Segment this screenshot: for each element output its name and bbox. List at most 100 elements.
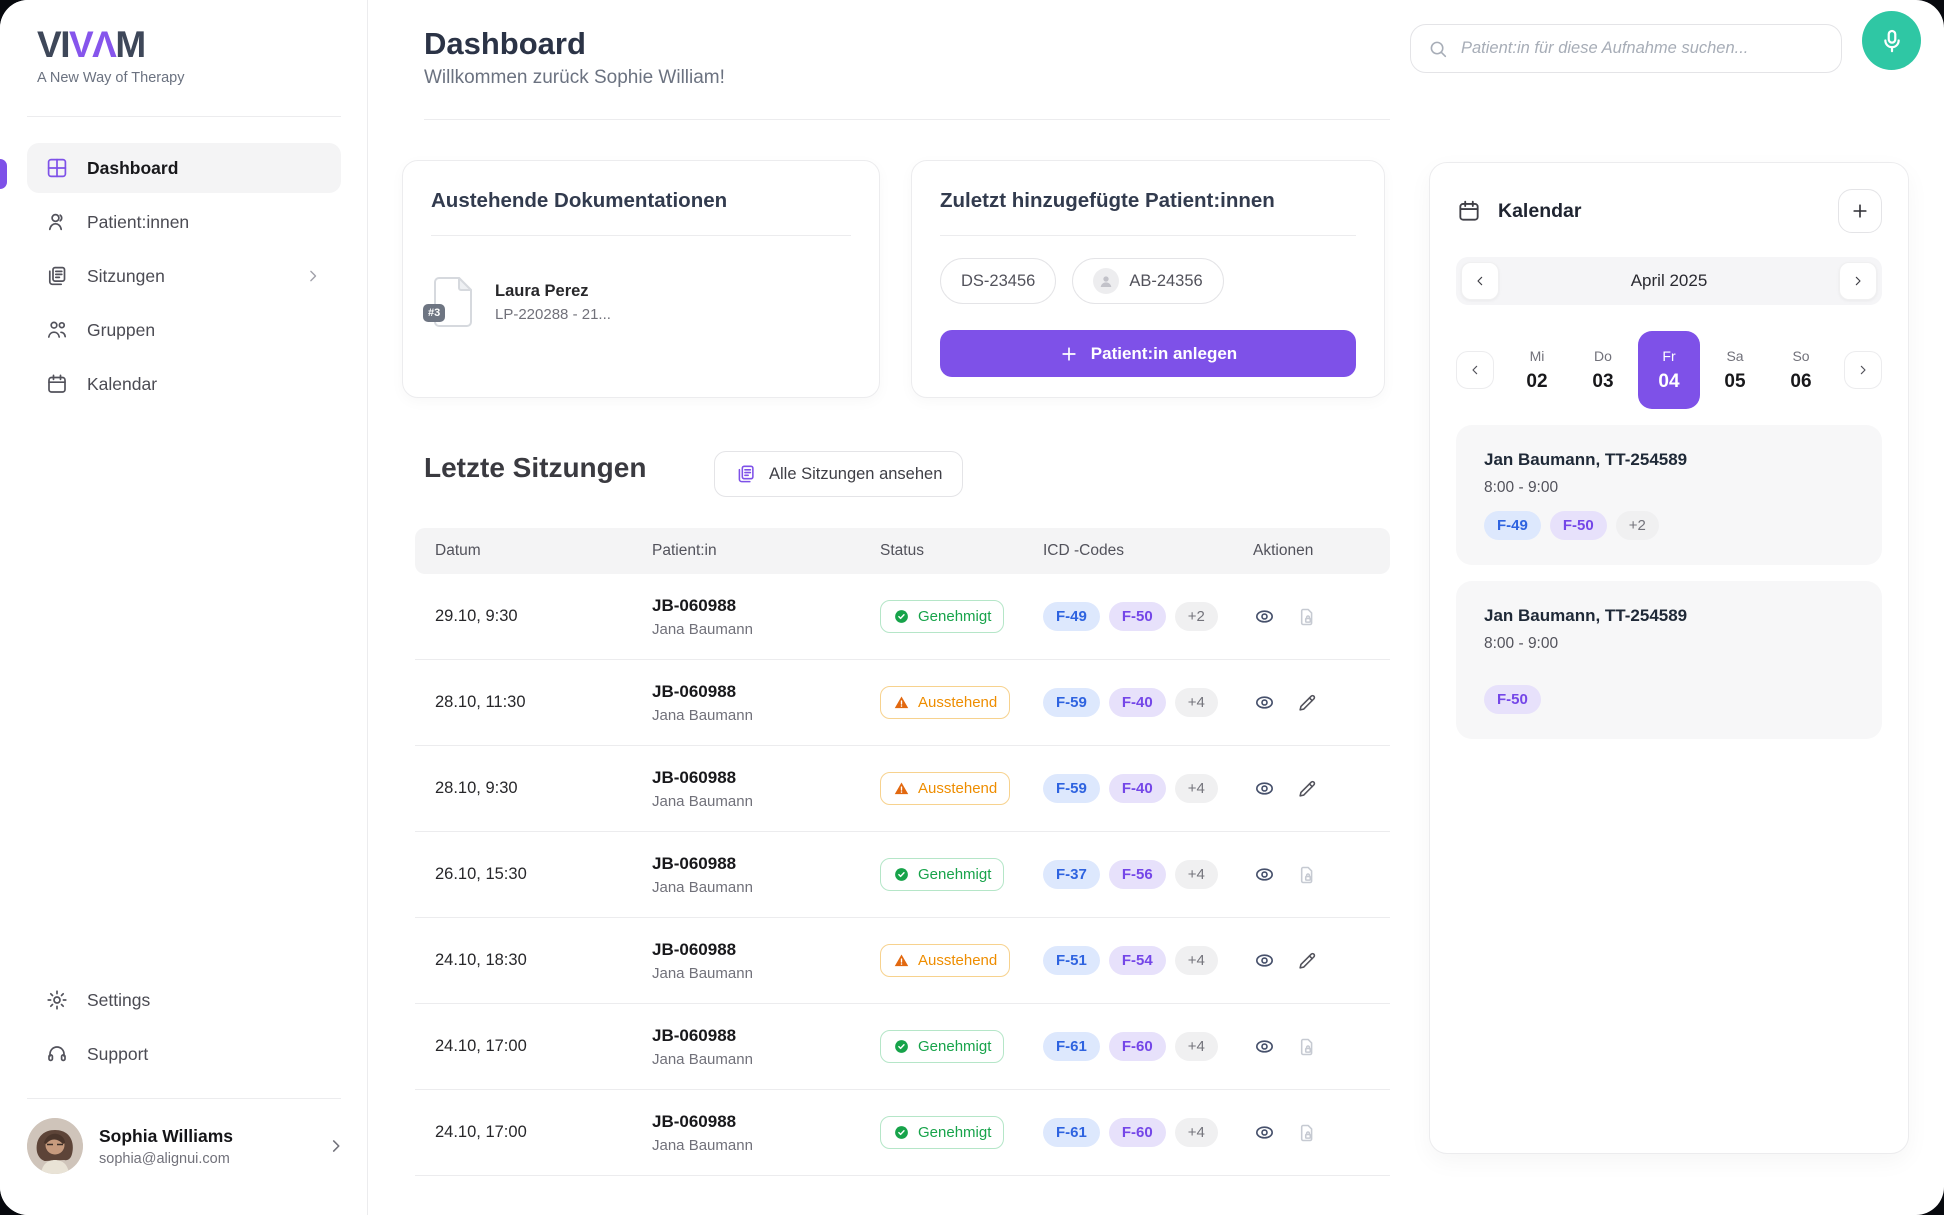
icd-more-pill: +4 [1174, 688, 1218, 717]
sidebar-item-label: Patient:innen [87, 211, 190, 232]
session-date: 24.10, 17:00 [435, 1037, 527, 1055]
previous-month-button[interactable] [1461, 262, 1499, 300]
patient-chip[interactable]: DS-23456 [940, 258, 1057, 304]
sidebar-item-sessions[interactable]: Sitzungen [27, 251, 341, 301]
edit-icon[interactable] [1296, 778, 1318, 800]
icd-code-pill: F-49 [1043, 602, 1100, 631]
patient-name: Jana Baumann [652, 706, 753, 724]
month-selector: April 2025 [1456, 257, 1882, 305]
previous-week-button[interactable] [1456, 351, 1494, 389]
search-input[interactable] [1461, 39, 1825, 58]
avatar [27, 1118, 83, 1174]
icd-code-pill: F-51 [1043, 946, 1100, 975]
icd-code-pill: F-49 [1484, 511, 1541, 540]
sidebar-item-patients[interactable]: Patient:innen [27, 197, 341, 247]
patient-id: JB-060988 [652, 853, 737, 873]
card-title: Austehende Dokumentationen [431, 189, 728, 212]
calendar-icon [1456, 198, 1482, 224]
icd-code-pill: F-59 [1043, 688, 1100, 717]
view-icon[interactable] [1253, 605, 1276, 628]
day-cell[interactable]: Do 03 [1592, 347, 1614, 392]
day-cell[interactable]: Mi 02 [1526, 347, 1548, 392]
appointment-patient: Jan Baumann, TT-254589 [1484, 450, 1688, 469]
icd-code-pill: F-40 [1108, 774, 1166, 803]
locked-document-icon [1296, 1122, 1318, 1144]
sidebar-item-dashboard[interactable]: Dashboard [27, 143, 341, 193]
welcome-message: Willkommen zurück Sophie William! [424, 67, 725, 88]
appointment-card[interactable]: Jan Baumann, TT-254589 8:00 - 9:00 F-49 … [1456, 425, 1882, 565]
patient-chip-row: DS-23456 AB-24356 [940, 258, 1356, 304]
session-date: 28.10, 9:30 [435, 779, 518, 797]
patient-id: JB-060988 [652, 939, 737, 959]
icd-more-pill: +4 [1174, 774, 1218, 803]
patient-name: Jana Baumann [652, 964, 753, 982]
table-row[interactable]: 29.10, 9:30 JB-060988 Jana Baumann Genehm… [415, 574, 1390, 660]
status-badge: Ausstehend [880, 944, 1011, 977]
session-date: 28.10, 11:30 [435, 693, 526, 711]
patient-name: Jana Baumann [652, 792, 753, 810]
next-week-button[interactable] [1844, 351, 1882, 389]
icd-code-pill: F-50 [1484, 685, 1541, 714]
table-row[interactable]: 28.10, 9:30 JB-060988 Jana Baumann Ausste… [415, 746, 1390, 832]
patient-name: Jana Baumann [652, 1136, 753, 1154]
sidebar-item-support[interactable]: Support [27, 1029, 341, 1079]
microphone-button[interactable] [1862, 11, 1921, 70]
user-profile[interactable]: Sophia Williams sophia@alignui.com [27, 1118, 347, 1174]
view-icon[interactable] [1253, 949, 1276, 972]
locked-document-icon [1296, 864, 1318, 886]
day-cell[interactable]: So 06 [1790, 347, 1812, 392]
document-count-badge: #3 [423, 304, 446, 322]
sidebar: VIVΛM A New Way of Therapy Dashboard Pat… [0, 0, 368, 1215]
table-row[interactable]: 24.10, 18:30 JB-060988 Jana Baumann Ausst… [415, 918, 1390, 1004]
sidebar-item-label: Support [87, 1043, 149, 1064]
profile-email: sophia@alignui.com [99, 1150, 230, 1167]
edit-icon[interactable] [1296, 692, 1318, 714]
view-icon[interactable] [1253, 863, 1276, 886]
sidebar-item-settings[interactable]: Settings [27, 975, 341, 1025]
table-row[interactable]: 24.10, 17:00 JB-060988 Jana Baumann Geneh… [415, 1004, 1390, 1090]
patient-name: Jana Baumann [652, 878, 753, 896]
page-title: Dashboard [424, 26, 586, 61]
icd-code-pill: F-61 [1043, 1118, 1100, 1147]
day-cell-selected[interactable]: Fr 04 [1638, 331, 1700, 409]
avatar-placeholder-icon [1093, 268, 1120, 294]
week-strip: Mi 02 Do 03 Fr 04 Sa 05 So 06 [1456, 331, 1882, 409]
patient-chip-label: DS-23456 [961, 271, 1036, 290]
column-header: ICD -Codes [1043, 542, 1124, 559]
add-patient-label: Patient:in anlegen [1090, 343, 1238, 363]
sidebar-item-label: Kalendar [87, 373, 158, 394]
card-title: Zuletzt hinzugefügte Patient:innen [940, 189, 1275, 212]
add-appointment-button[interactable] [1838, 189, 1882, 233]
locked-document-icon [1296, 606, 1318, 628]
patient-id: JB-060988 [652, 767, 737, 787]
day-cells: Mi 02 Do 03 Fr 04 Sa 05 So 06 [1494, 331, 1844, 409]
sidebar-item-groups[interactable]: Gruppen [27, 305, 341, 355]
view-icon[interactable] [1253, 777, 1276, 800]
edit-icon[interactable] [1296, 950, 1318, 972]
group-icon [45, 318, 69, 342]
next-month-button[interactable] [1839, 262, 1877, 300]
pending-document-item[interactable]: #3 Laura Perez LP-220288 - 21... [423, 276, 851, 328]
table-row[interactable]: 26.10, 15:30 JB-060988 Jana Baumann Geneh… [415, 832, 1390, 918]
icd-code-pill: F-60 [1108, 1118, 1166, 1147]
person-icon [45, 210, 69, 234]
sidebar-item-calendar[interactable]: Kalendar [27, 359, 341, 409]
add-patient-button[interactable]: Patient:in anlegen [940, 330, 1356, 377]
view-all-sessions-button[interactable]: Alle Sitzungen ansehen [714, 451, 964, 497]
icd-code-pill: F-50 [1108, 602, 1166, 631]
view-icon[interactable] [1253, 1035, 1276, 1058]
view-all-label: Alle Sitzungen ansehen [769, 464, 943, 483]
view-icon[interactable] [1253, 1121, 1276, 1144]
icd-more-pill: +4 [1174, 860, 1218, 889]
appointment-card[interactable]: Jan Baumann, TT-254589 8:00 - 9:00 F-50 [1456, 581, 1882, 739]
icd-code-pill: F-54 [1108, 946, 1166, 975]
status-badge: Ausstehend [880, 772, 1011, 805]
patient-chip[interactable]: AB-24356 [1072, 258, 1224, 304]
table-row[interactable]: 24.10, 17:00 JB-060988 Jana Baumann Geneh… [415, 1090, 1390, 1176]
day-cell[interactable]: Sa 05 [1724, 347, 1746, 392]
status-badge: Genehmigt [880, 1030, 1005, 1063]
table-row[interactable]: 28.10, 11:30 JB-060988 Jana Baumann Ausst… [415, 660, 1390, 746]
icd-more-pill: +2 [1174, 602, 1218, 631]
pending-documentation-card: Austehende Dokumentationen #3 Laura Pere… [402, 160, 880, 398]
view-icon[interactable] [1253, 691, 1276, 714]
